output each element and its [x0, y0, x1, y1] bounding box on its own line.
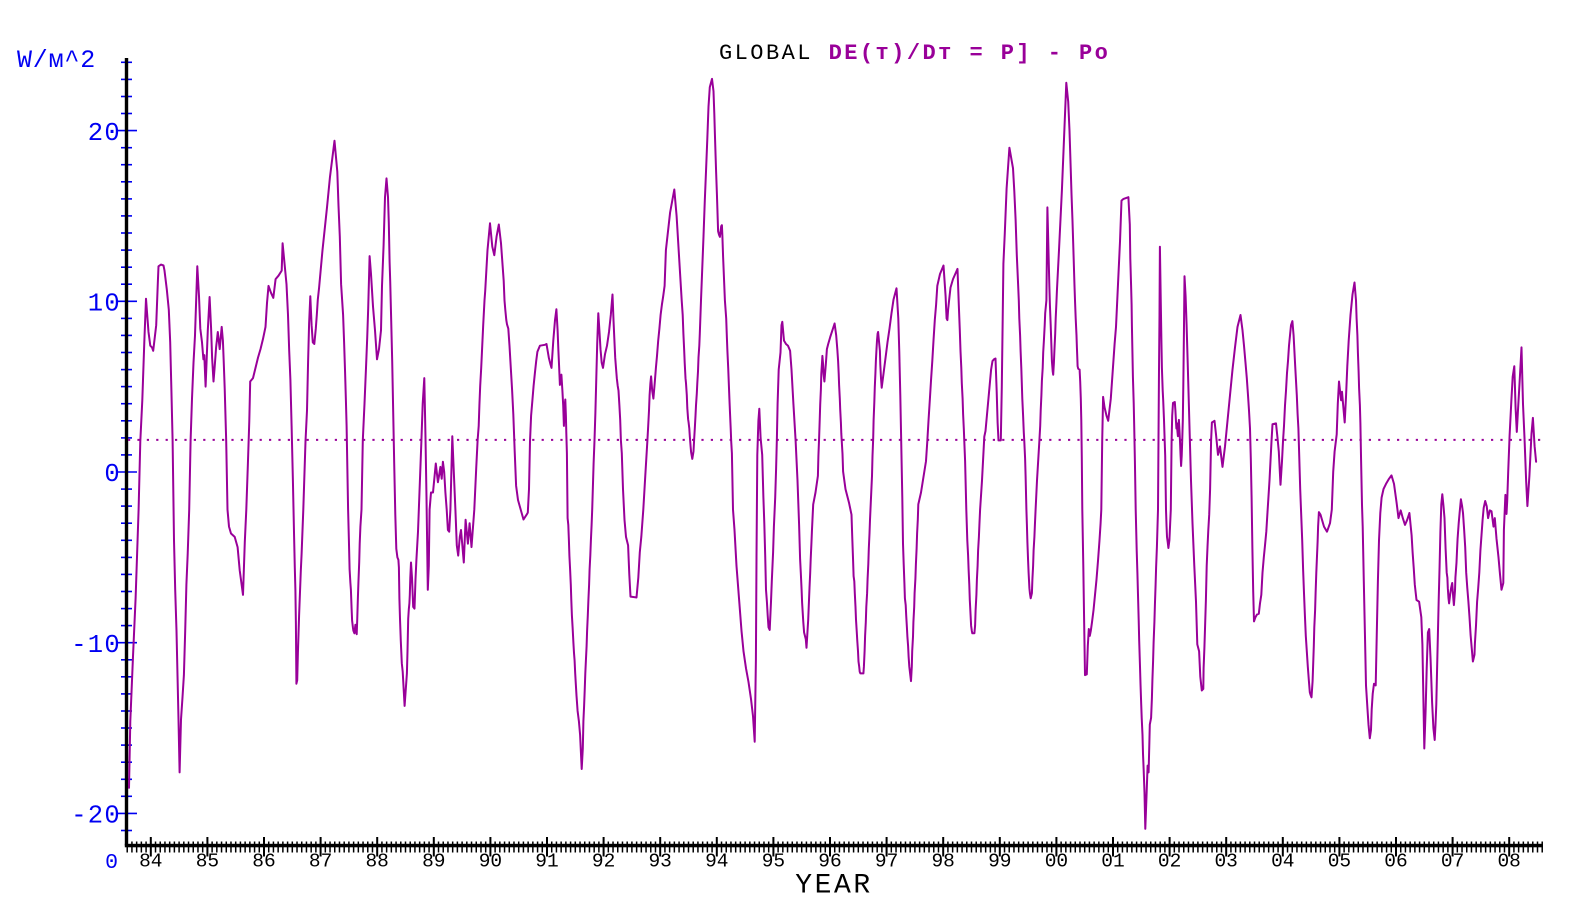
svg-text:93: 93	[648, 851, 671, 873]
svg-text:02: 02	[1158, 851, 1181, 873]
svg-text:96: 96	[818, 851, 841, 873]
svg-text:10: 10	[88, 290, 121, 319]
svg-text:0: 0	[105, 851, 118, 875]
svg-text:-10: -10	[71, 631, 121, 660]
svg-text:07: 07	[1441, 851, 1464, 873]
svg-text:95: 95	[762, 851, 785, 873]
svg-text:W/м^2: W/м^2	[17, 46, 96, 75]
svg-text:03: 03	[1214, 851, 1237, 873]
svg-text:85: 85	[196, 851, 219, 873]
svg-text:01: 01	[1101, 851, 1124, 873]
svg-text:20: 20	[88, 119, 121, 148]
svg-text:99: 99	[988, 851, 1011, 873]
svg-text:92: 92	[592, 851, 615, 873]
svg-text:08: 08	[1497, 851, 1520, 873]
svg-text:86: 86	[252, 851, 275, 873]
svg-text:06: 06	[1384, 851, 1407, 873]
svg-text:98: 98	[931, 851, 954, 873]
svg-text:91: 91	[535, 851, 558, 873]
svg-text:84: 84	[139, 851, 162, 873]
svg-text:90: 90	[479, 851, 502, 873]
svg-text:87: 87	[309, 851, 332, 873]
svg-text:00: 00	[1045, 851, 1068, 873]
svg-text:97: 97	[875, 851, 898, 873]
svg-text:-20: -20	[71, 802, 121, 831]
svg-text:88: 88	[365, 851, 388, 873]
svg-text:0: 0	[104, 460, 121, 489]
svg-text:04: 04	[1271, 851, 1294, 873]
svg-text:GLOBAL DE(т)/Dт = P] - Po: GLOBAL DE(т)/Dт = P] - Po	[719, 41, 1110, 66]
svg-text:94: 94	[705, 851, 728, 873]
svg-text:YEAR: YEAR	[795, 871, 873, 898]
svg-text:05: 05	[1328, 851, 1351, 873]
svg-text:89: 89	[422, 851, 445, 873]
